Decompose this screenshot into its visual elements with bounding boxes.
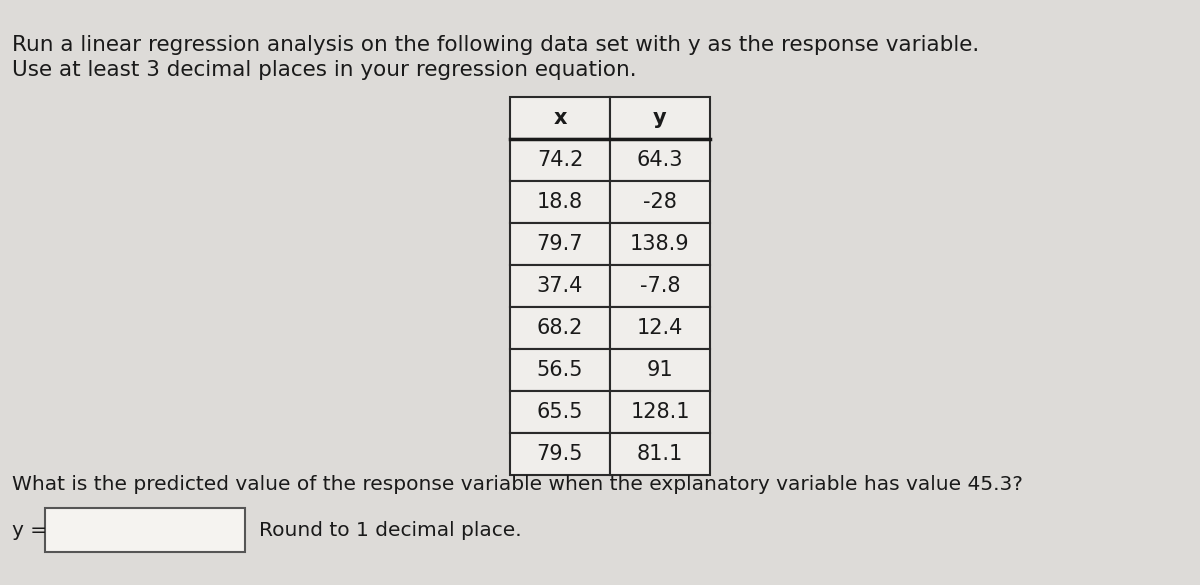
Text: What is the predicted value of the response variable when the explanatory variab: What is the predicted value of the respo… [12, 475, 1022, 494]
Bar [510, 433, 610, 475]
Bar [610, 307, 710, 349]
Bar [510, 181, 610, 223]
Bar [510, 97, 610, 139]
Text: Run a linear regression analysis on the following data set with y as the respons: Run a linear regression analysis on the … [12, 35, 979, 55]
Bar [510, 139, 610, 181]
Text: 68.2: 68.2 [536, 318, 583, 338]
Text: 64.3: 64.3 [637, 150, 683, 170]
Text: y: y [653, 108, 667, 128]
Text: 79.5: 79.5 [536, 444, 583, 464]
Text: 128.1: 128.1 [630, 402, 690, 422]
Text: 79.7: 79.7 [536, 234, 583, 254]
Text: y =: y = [12, 521, 47, 539]
Bar [610, 265, 710, 307]
Bar [510, 223, 610, 265]
Bar [610, 349, 710, 391]
Bar [510, 391, 610, 433]
Bar [610, 139, 710, 181]
Bar [510, 349, 610, 391]
Text: 65.5: 65.5 [536, 402, 583, 422]
Text: 56.5: 56.5 [536, 360, 583, 380]
Bar [46, 508, 245, 552]
Text: Use at least 3 decimal places in your regression equation.: Use at least 3 decimal places in your re… [12, 60, 637, 80]
Bar [610, 181, 710, 223]
Text: -7.8: -7.8 [640, 276, 680, 296]
Text: 37.4: 37.4 [536, 276, 583, 296]
Bar [610, 97, 710, 139]
Text: 91: 91 [647, 360, 673, 380]
Bar [610, 391, 710, 433]
Text: 138.9: 138.9 [630, 234, 690, 254]
Bar [610, 433, 710, 475]
Text: x: x [553, 108, 566, 128]
Text: 18.8: 18.8 [536, 192, 583, 212]
Bar [510, 307, 610, 349]
Bar [510, 265, 610, 307]
Text: Round to 1 decimal place.: Round to 1 decimal place. [259, 521, 522, 539]
Text: 12.4: 12.4 [637, 318, 683, 338]
Text: 81.1: 81.1 [637, 444, 683, 464]
Text: 74.2: 74.2 [536, 150, 583, 170]
Bar [610, 223, 710, 265]
Text: -28: -28 [643, 192, 677, 212]
